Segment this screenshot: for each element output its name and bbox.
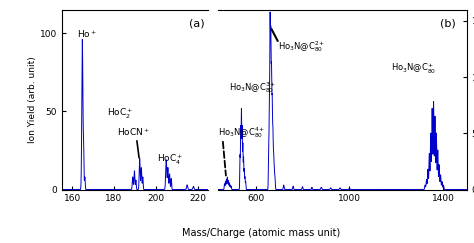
Text: Ho$^+$: Ho$^+$: [77, 28, 98, 40]
Text: Ho$_3$N@C$_{80}^{2+}$: Ho$_3$N@C$_{80}^{2+}$: [278, 39, 325, 53]
Y-axis label: Ion Yield (arb. unit): Ion Yield (arb. unit): [28, 56, 36, 143]
Text: Mass/Charge (atomic mass unit): Mass/Charge (atomic mass unit): [182, 228, 340, 238]
Text: (a): (a): [189, 19, 205, 29]
Text: (b): (b): [440, 19, 456, 29]
Text: Ho$_3$N@C$_{80}^{4+}$: Ho$_3$N@C$_{80}^{4+}$: [218, 125, 265, 140]
Text: Ho$_3$N@C$_{80}^{3+}$: Ho$_3$N@C$_{80}^{3+}$: [229, 80, 277, 95]
Text: HoC$_4^+$: HoC$_4^+$: [157, 153, 183, 167]
Text: HoC$_2^+$: HoC$_2^+$: [107, 106, 133, 121]
Text: Ho$_3$N@C$_{80}^{+}$: Ho$_3$N@C$_{80}^{+}$: [391, 62, 436, 76]
Text: HoCN$^+$: HoCN$^+$: [117, 127, 150, 138]
